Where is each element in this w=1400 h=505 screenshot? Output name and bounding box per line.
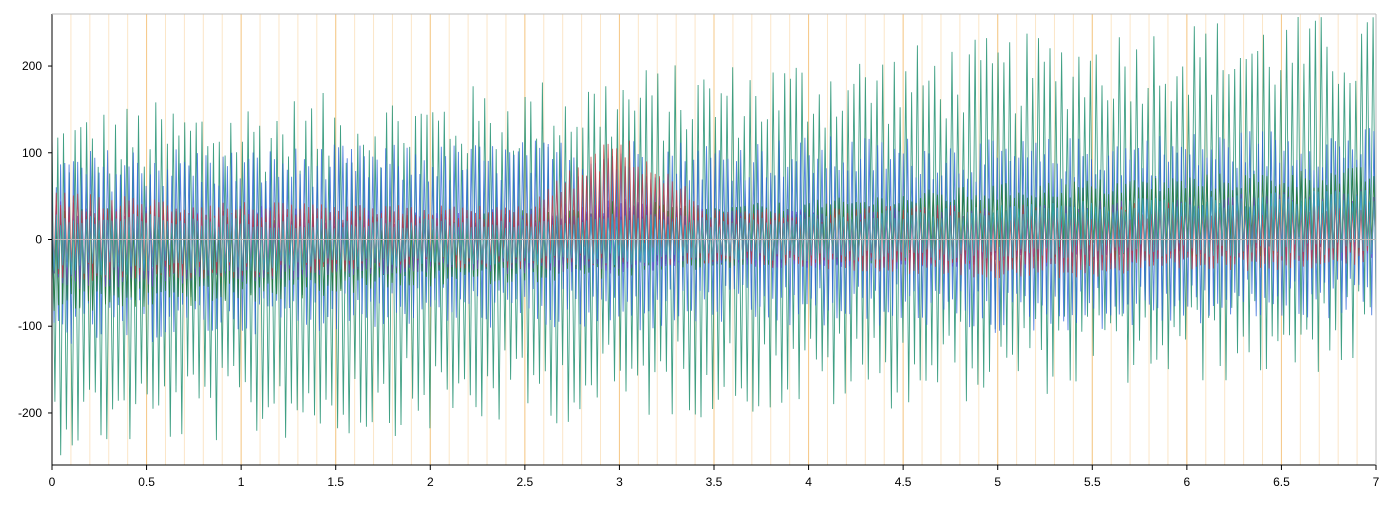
x-tick-label: 6 (1184, 475, 1191, 489)
x-tick-label: 4 (805, 475, 812, 489)
x-tick-label: 3.5 (706, 475, 723, 489)
x-tick-label: 2.5 (517, 475, 534, 489)
y-tick-labels: 200 100 0 -100 -200 (18, 59, 42, 420)
x-tick-label: 1 (238, 475, 245, 489)
series-6 (51, 190, 1377, 276)
y-tick-label: -200 (18, 406, 42, 420)
x-tick-label: 0 (49, 475, 56, 489)
x-tick-label: 0.5 (138, 475, 155, 489)
y-tick-label: 100 (22, 146, 42, 160)
x-tick-label: 2 (427, 475, 434, 489)
x-tick-label: 3 (616, 475, 623, 489)
x-tick-label: 5 (994, 475, 1001, 489)
x-tick-label: 5.5 (1084, 475, 1101, 489)
x-tick-label: 7 (1373, 475, 1380, 489)
y-tick-label: 200 (22, 59, 42, 73)
y-tick-label: -100 (18, 319, 42, 333)
x-tick-label: 4.5 (895, 475, 912, 489)
x-tick-labels: 0 0.5 1 1.5 2 2.5 3 3.5 4 4.5 5 5.5 6 6.5 7 (49, 475, 1380, 489)
y-tick-label: 0 (35, 233, 42, 247)
axes (48, 13, 1377, 470)
x-tick-label: 1.5 (327, 475, 344, 489)
series-layer (51, 16, 1377, 456)
x-tick-label: 6.5 (1273, 475, 1290, 489)
series-trace (51, 190, 1377, 276)
